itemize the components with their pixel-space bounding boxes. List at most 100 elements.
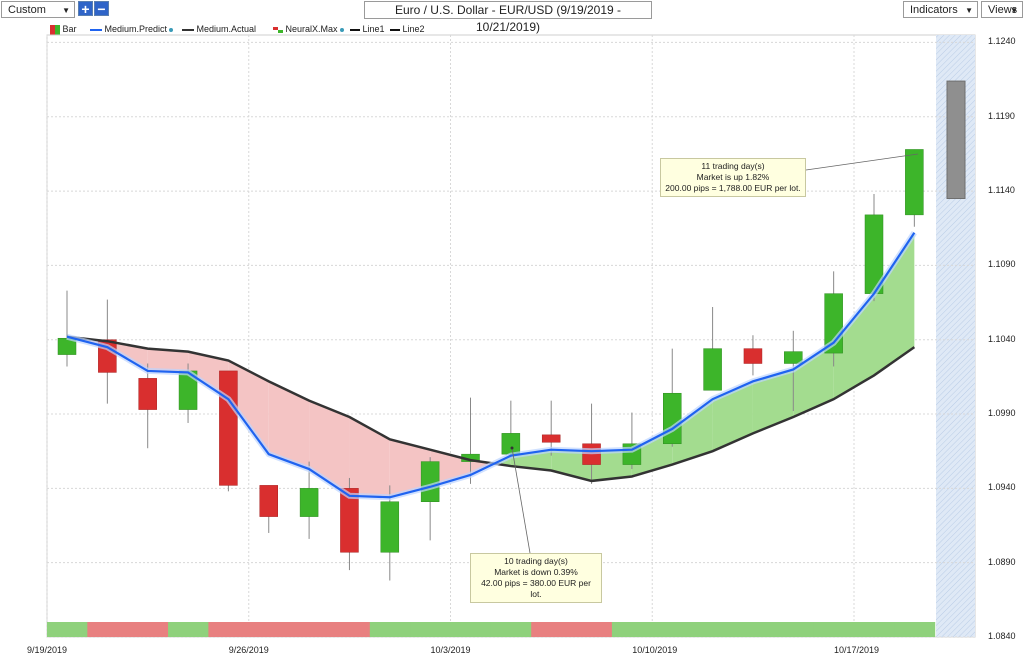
legend-line1[interactable]: Line1 — [350, 22, 385, 36]
spread-fill — [833, 293, 874, 400]
spread-fill — [268, 381, 310, 470]
spread-fill — [188, 351, 229, 400]
legend-bar[interactable]: Bar — [50, 22, 77, 36]
spread-fill — [631, 428, 673, 477]
y-tick-label: 1.0940 — [988, 482, 1016, 493]
neuralx-strip-cell — [894, 622, 936, 637]
candle-body — [743, 348, 763, 364]
neuralx-strip-cell — [813, 622, 855, 637]
chevron-down-icon: ▼ — [62, 6, 70, 15]
neuralx-strip-cell — [611, 622, 653, 637]
line-legend-icon — [90, 28, 102, 31]
settings-dot-icon — [169, 27, 174, 32]
candle-body — [219, 370, 238, 486]
y-tick-label: 1.1040 — [988, 333, 1016, 344]
candle-body — [340, 488, 359, 553]
spread-fill — [793, 342, 834, 418]
annotation-up: 11 trading day(s) Market is up 1.82% 200… — [660, 158, 806, 197]
spread-fill — [874, 232, 915, 376]
line-legend-icon — [390, 28, 400, 31]
candle-body — [905, 149, 924, 216]
y-tick-label: 1.1090 — [988, 259, 1016, 270]
annotation-down-line: 10 trading day(s) — [504, 556, 568, 566]
spread-fill — [147, 348, 189, 373]
spread-fill — [389, 439, 431, 498]
candle-body — [259, 485, 278, 517]
candle-body — [501, 433, 521, 455]
settings-dot-icon — [339, 27, 344, 32]
annotation-pointer — [511, 447, 531, 554]
neuralx-strip-cell — [208, 622, 250, 637]
spread-fill — [672, 399, 713, 465]
spread-fill — [309, 400, 350, 496]
bar-legend-icon — [50, 24, 60, 35]
neuralx-legend-icon — [273, 26, 283, 33]
candle-body — [380, 501, 400, 553]
y-tick-label: 1.1190 — [988, 110, 1015, 121]
line-legend-icon — [182, 28, 194, 31]
annotation-down: 10 trading day(s) Market is down 0.39% 4… — [470, 553, 602, 603]
y-tick-label: 1.0840 — [988, 631, 1016, 641]
neuralx-strip-cell — [329, 622, 371, 637]
neuralx-strip-cell — [450, 622, 492, 637]
legend-medium-actual-label: Medium.Actual — [196, 24, 257, 34]
add-button[interactable]: + — [78, 1, 93, 16]
remove-button[interactable]: − — [94, 1, 109, 16]
legend-medium-predict[interactable]: Medium.Predict — [90, 22, 174, 36]
neuralx-strip-cell — [369, 622, 411, 637]
y-tick-label: 1.1240 — [988, 36, 1016, 47]
legend-neuralx-max[interactable]: NeuralX.Max — [273, 22, 344, 36]
candle-body — [420, 461, 440, 502]
x-tick-label: 10/17/2019 — [834, 645, 880, 655]
annotation-anchor — [510, 446, 514, 450]
spread-fill — [591, 449, 632, 481]
candle-body — [541, 434, 561, 443]
plot-area — [46, 34, 976, 638]
spread-fill — [712, 381, 753, 452]
views-dropdown[interactable]: Views ▼ — [981, 1, 1023, 18]
toolbar: Custom ▼ + − Euro / U.S. Dollar - EUR/US… — [0, 0, 1024, 34]
chevron-down-icon: ▼ — [965, 6, 973, 15]
y-tick-label: 1.0990 — [988, 408, 1016, 419]
legend-line2-label: Line2 — [402, 24, 425, 34]
spread-fill — [349, 417, 390, 498]
neuralx-strip-cell — [289, 622, 330, 637]
legend-line1-label: Line1 — [362, 24, 385, 34]
chevron-down-icon: ▼ — [1010, 6, 1018, 15]
medium-predict-line — [66, 232, 916, 499]
forecast-bar — [946, 80, 966, 200]
annotation-up-line: Market is up 1.82% — [696, 172, 770, 182]
neuralx-strip-cell — [168, 622, 209, 637]
spread-fill — [752, 369, 794, 434]
candle-body — [703, 348, 722, 391]
legend-medium-actual[interactable]: Medium.Actual — [182, 22, 256, 36]
legend-line2[interactable]: Line2 — [390, 22, 425, 36]
spread-fill — [228, 360, 269, 455]
neuralx-strip-cell — [410, 622, 451, 637]
neuralx-strip-cell — [127, 622, 169, 637]
line-legend-icon — [350, 28, 360, 31]
indicators-label: Indicators — [910, 4, 958, 16]
y-tick-label: 1.1140 — [988, 185, 1015, 196]
x-tick-label: 10/3/2019 — [430, 645, 471, 655]
legend-medium-predict-label: Medium.Predict — [104, 24, 168, 34]
neuralx-strip-cell — [531, 622, 573, 637]
y-tick-label: 1.0890 — [988, 556, 1016, 567]
mode-dropdown[interactable]: Custom ▼ — [1, 1, 75, 18]
neuralx-strip-cell — [692, 622, 734, 637]
candle-body — [663, 392, 682, 445]
neuralx-strip-cell — [490, 622, 532, 637]
neuralx-strip-cell — [773, 622, 815, 637]
views-label: Views — [988, 4, 1018, 16]
indicators-dropdown[interactable]: Indicators ▼ — [903, 1, 978, 18]
neuralx-strip-cell — [652, 622, 694, 637]
legend-bar-label: Bar — [62, 24, 77, 34]
x-tick-label: 9/26/2019 — [228, 645, 269, 655]
candle-body — [138, 378, 157, 410]
annotation-up-line: 200.00 pips = 1,788.00 EUR per lot. — [665, 183, 801, 193]
neuralx-strip-cell — [854, 622, 895, 637]
annotation-down-line: 42.00 pips = 380.00 EUR per lot. — [481, 578, 591, 599]
annotation-up-line: 11 trading day(s) — [701, 161, 765, 171]
candle-body — [784, 351, 803, 364]
